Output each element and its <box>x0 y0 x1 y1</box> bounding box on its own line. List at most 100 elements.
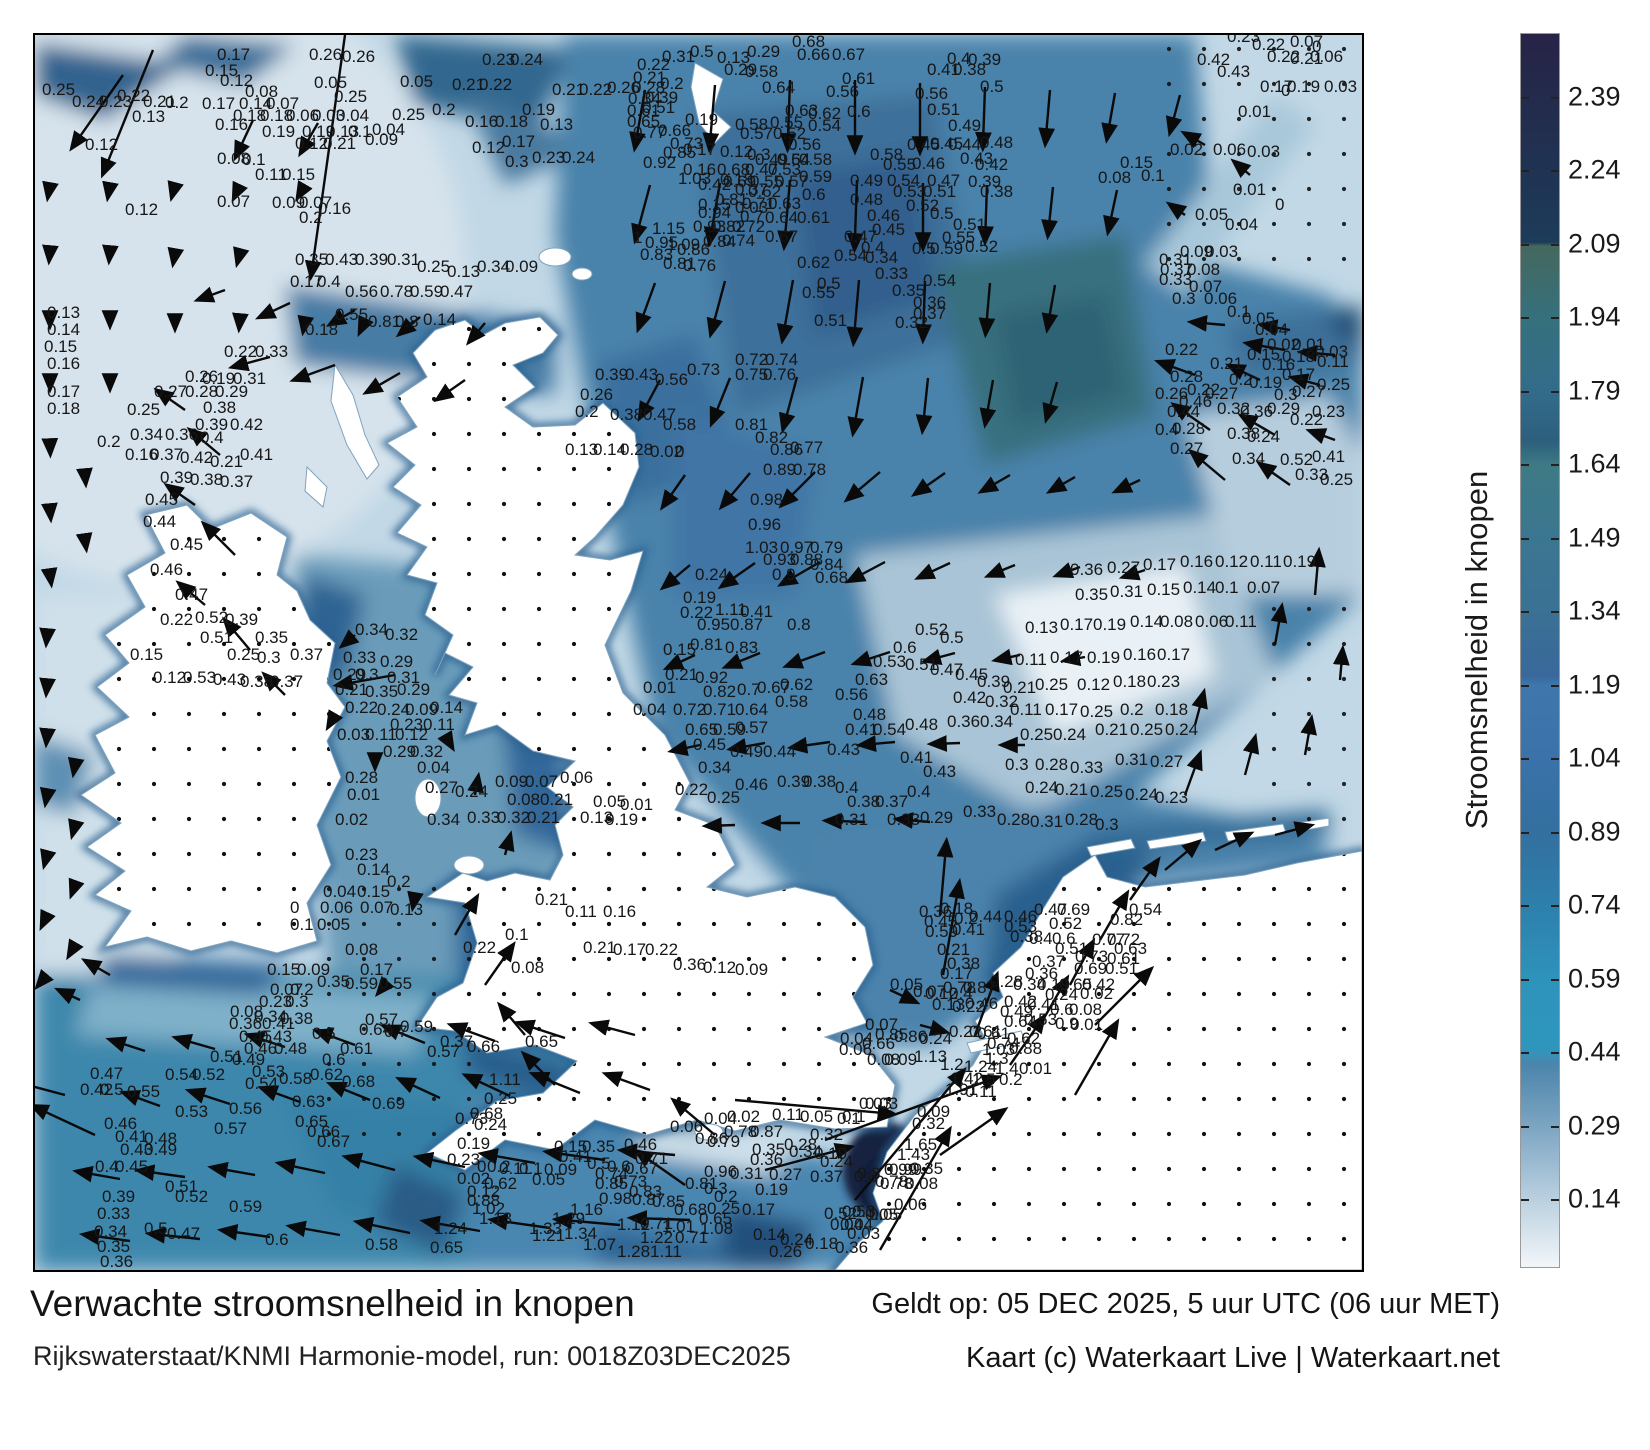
speed-value-label: 0.11 <box>772 1105 804 1124</box>
no-current-dot-grid <box>303 35 1362 1150</box>
current-direction-arrow <box>1165 201 1188 221</box>
speed-value-label: 0.81 <box>735 415 768 434</box>
speed-value-label: 0.27 <box>425 778 458 797</box>
speed-value-label: 0.82 <box>755 428 788 447</box>
current-direction-arrow <box>255 301 291 320</box>
speed-value-label: 0.15 <box>282 165 315 184</box>
speed-value-label: 0.72 <box>732 217 765 236</box>
speed-value-label: 0.2 <box>1120 700 1144 719</box>
current-direction-arrow <box>1191 687 1208 726</box>
speed-value-label: 0.47 <box>175 585 208 604</box>
speed-value-label: 0.12 <box>925 984 958 1003</box>
speed-value-label: 0.92 <box>643 153 676 172</box>
current-direction-arrow <box>779 79 797 154</box>
speed-value-label: 0.83 <box>640 245 673 264</box>
current-direction-arrow <box>257 1085 301 1104</box>
colorbar-tick-value: 0.89 <box>1568 816 1621 847</box>
current-direction-arrow <box>631 184 652 245</box>
speed-value-label: 0.7 <box>737 680 761 699</box>
speed-value-label: 0.23 <box>447 1150 480 1169</box>
speed-value-label: 0.05 <box>1195 205 1228 224</box>
speed-value-label: 0.82 <box>703 682 736 701</box>
current-direction-arrow <box>878 1125 952 1251</box>
speed-value-label: 0.2 <box>487 1157 511 1176</box>
speed-value-label: 0.44 <box>763 742 796 761</box>
speed-value-label: 0.73 <box>670 134 703 153</box>
valid-time: Geldt op: 05 DEC 2025, 5 uur UTC (06 uur… <box>871 1288 1500 1320</box>
speed-value-label: 0.5 <box>980 77 1004 96</box>
hebrides-island <box>330 363 380 480</box>
speed-value-label: 0.7 <box>384 1022 408 1041</box>
current-arrows <box>35 35 1350 1251</box>
speed-value-label: 0.49 <box>730 742 763 761</box>
speed-value-label: 0.04 <box>417 758 450 777</box>
colorbar-tick-value: 0.14 <box>1568 1183 1621 1214</box>
current-direction-arrow <box>341 1152 396 1172</box>
speed-value-label: 0.86 <box>677 240 710 259</box>
speed-value-label: 0.51 <box>165 1177 198 1196</box>
speed-value-label: 0.01 <box>1292 335 1325 354</box>
speed-value-label: 0.68 <box>674 1200 707 1219</box>
speed-value-label: 0.2 <box>660 74 684 93</box>
speed-value-label: 0.02 <box>335 810 368 829</box>
speed-value-label: 1.22 <box>640 1228 673 1247</box>
isle-of-wight <box>694 1123 724 1141</box>
speed-value-label: 0.22 <box>645 940 678 959</box>
speed-value-label: 0.01 <box>1070 1015 1103 1034</box>
current-direction-arrow <box>433 379 466 403</box>
speed-value-label: 0.32 <box>810 1125 843 1144</box>
current-direction-arrow <box>1230 158 1252 179</box>
speed-value-label: 0.15 <box>205 61 238 80</box>
speed-value-label: 0.65 <box>430 1238 463 1257</box>
speed-value-label: 0.04 <box>1255 320 1288 339</box>
speed-value-label: 0.54 <box>245 1074 278 1093</box>
speed-value-label: 0.2 <box>714 1187 738 1206</box>
speed-value-label: 0.5 <box>144 1219 168 1238</box>
current-direction-arrow <box>67 756 85 779</box>
current-direction-arrow <box>68 877 85 900</box>
wadden-island <box>1086 838 1136 857</box>
speed-value-label: 0.25 <box>707 788 740 807</box>
current-direction-arrow <box>824 1074 1003 1142</box>
speed-value-label: 0.09 <box>297 960 330 979</box>
speed-value-label: 0.54 <box>834 246 867 265</box>
speed-value-label: 0.22 <box>160 610 193 629</box>
speed-value-label: 0.24 <box>1125 785 1158 804</box>
speed-value-label: 0.64 <box>765 208 798 227</box>
current-direction-arrow <box>973 970 1000 1036</box>
speed-value-label: 0.62 <box>748 182 781 201</box>
speed-value-label: 0.14 <box>593 440 626 459</box>
speed-value-label: 0.16 <box>1123 645 1156 664</box>
current-direction-arrow <box>297 314 315 337</box>
anglesey-island <box>453 855 485 875</box>
colorbar-tick-mark <box>1521 1125 1529 1128</box>
speed-value-label: 0.85 <box>663 143 696 162</box>
current-direction-arrow <box>1332 644 1350 681</box>
speed-value-label: 0.25 <box>1035 675 1068 694</box>
speed-value-label: 0.46 <box>735 775 768 794</box>
speed-value-label: 0.54 <box>777 150 810 169</box>
speed-value-label: 0.85 <box>652 1192 685 1211</box>
colorbar-tick-mark <box>1551 1199 1559 1202</box>
speed-value-label: 0.2 <box>954 909 978 928</box>
speed-value-label: 0.34 <box>94 1222 127 1241</box>
speed-value-label: 0.12 <box>153 668 186 687</box>
speed-value-label: 0.59 <box>229 1197 262 1216</box>
orkney-island <box>538 247 572 267</box>
speed-value-label: 0.37 <box>1160 260 1193 279</box>
speed-value-label: 0.24 <box>455 782 488 801</box>
speed-value-label: 0.54 <box>808 116 841 135</box>
current-direction-arrow <box>193 286 226 303</box>
current-direction-arrow <box>718 472 751 511</box>
speed-value-label: 0.57 <box>427 1042 460 1061</box>
speed-value-label: 0.07 <box>266 94 299 113</box>
speed-value-label: 0.9 <box>1055 1014 1079 1033</box>
current-direction-arrow <box>855 735 896 753</box>
speed-value-label: 0.51 <box>642 98 675 117</box>
speed-value-label: 0.39 <box>645 88 678 107</box>
speed-value-label: 0.25 <box>1317 375 1350 394</box>
speed-value-label: 0.36 <box>750 1150 783 1169</box>
speed-value-label: 0.14 <box>239 94 272 113</box>
speed-value-label: 0.4 <box>947 49 971 68</box>
speed-value-label: 0.36 <box>1070 560 1103 579</box>
